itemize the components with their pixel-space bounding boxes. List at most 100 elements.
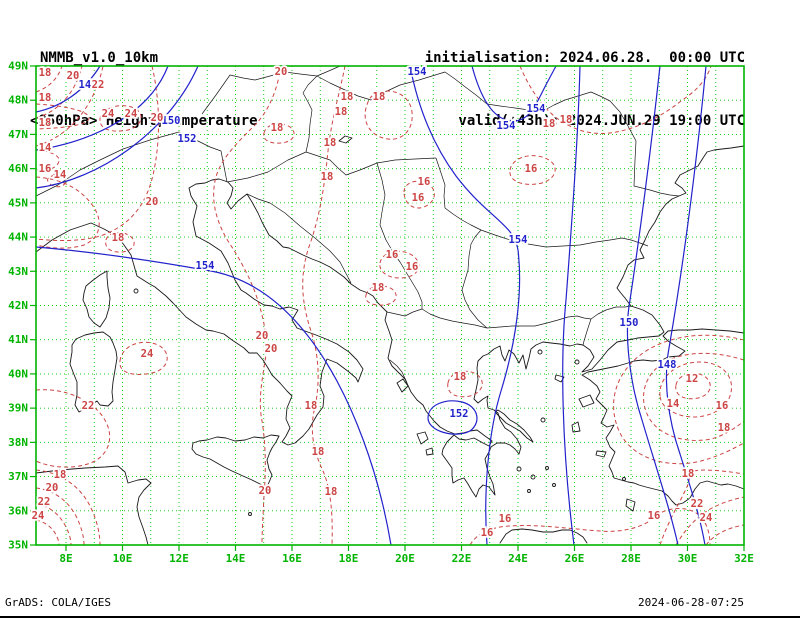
temp-contour-line: [705, 524, 745, 546]
temp-contour-label: 22: [691, 498, 704, 510]
temp-contour-label: 18: [325, 486, 338, 498]
lon-axis-label: 32E: [734, 552, 754, 565]
lat-axis-label: 36N: [8, 504, 28, 517]
temperature-contours: [35, 65, 745, 546]
temp-contour-label: 18: [718, 422, 731, 434]
temp-contour-line: [35, 103, 90, 130]
temp-contour-line: [643, 352, 745, 441]
lon-axis-label: 8E: [59, 552, 72, 565]
temp-contour-label: 18: [271, 122, 284, 134]
border-line: [316, 71, 488, 105]
island-cyclades-2: [530, 474, 536, 480]
temp-contour-label: 24: [32, 510, 45, 522]
height-contours: [35, 65, 707, 546]
height-contour-label: 150: [620, 317, 639, 329]
temp-contour-label: 16: [481, 527, 494, 539]
temp-contour-line: [675, 372, 711, 400]
height-contour-line: [35, 65, 199, 189]
temp-contour-label: 16: [406, 261, 419, 273]
border-line: [435, 157, 649, 248]
border-line: [201, 65, 341, 115]
temp-contour-label: 16: [412, 192, 425, 204]
temp-contour-label: 18: [335, 106, 348, 118]
temp-contour-line: [35, 65, 160, 242]
border-line: [226, 151, 307, 183]
border-line: [389, 359, 408, 384]
temp-contour-label: 16: [648, 510, 661, 522]
temp-contour-label: 18: [682, 468, 695, 480]
temp-contour-label: 14: [54, 169, 67, 181]
height-contour-line: [562, 65, 581, 546]
border-line: [486, 91, 680, 197]
temp-contour-line: [35, 487, 85, 546]
lat-axis-label: 47N: [8, 128, 28, 141]
temp-contour-label: 18: [312, 446, 325, 458]
temp-contour-label: 18: [39, 92, 52, 104]
map-frame: [35, 65, 745, 546]
lat-axis-label: 46N: [8, 162, 28, 175]
temp-contour-label: 18: [305, 400, 318, 412]
temp-contour-label: 20: [265, 343, 278, 355]
height-contour-line: [626, 65, 679, 546]
border-line: [386, 308, 423, 317]
temp-contour-line: [302, 65, 346, 546]
height-contour-line: [35, 65, 101, 113]
header-left: NMMB_v1.0_10km <850hPa> Height,Temperatu…: [30, 6, 258, 174]
temp-contour-label: 18: [373, 91, 386, 103]
temp-contour-label: 20: [67, 70, 80, 82]
temp-contour-label: 20: [275, 66, 288, 78]
temp-contour-label: 18: [372, 282, 385, 294]
lon-axis-label: 28E: [621, 552, 641, 565]
temp-contour-line: [613, 334, 745, 465]
temp-contour-label: 18: [321, 171, 334, 183]
height-contour-line: [409, 65, 521, 546]
temp-contour-line: [659, 361, 732, 418]
temp-contour-line: [35, 176, 100, 249]
coastlines: [35, 135, 745, 546]
temp-contour-line: [447, 370, 483, 398]
header-right: initialisation: 2024.06.28. 00:00 UTC va…: [425, 6, 745, 174]
coastline-sardinia: [69, 331, 118, 413]
temp-contour-line: [119, 341, 168, 375]
temp-contour-label: 18: [54, 469, 67, 481]
height-contour-label: 154: [408, 66, 427, 78]
coastline-sicily: [191, 434, 280, 488]
lon-axis-label: 24E: [508, 552, 528, 565]
temp-contour-line: [509, 155, 556, 185]
axis-labels: 49N 48N 47N 46N 45N 44N 43N 42N 41N 40N 39N 38N 37N 3…: [8, 60, 754, 566]
temp-contour-line: [35, 389, 110, 468]
grads-credit: GrADS: COLA/IGES: [5, 596, 111, 609]
lake-balaton: [338, 135, 353, 144]
coastline-anatolia: [581, 328, 745, 506]
height-contour-label: 154: [196, 260, 215, 272]
temp-contour-label: 18: [454, 371, 467, 383]
model-title: NMMB_v1.0_10km: [40, 50, 159, 66]
coastline-kefalonia: [416, 431, 429, 445]
coastline-tunisia: [35, 465, 152, 546]
island-cyclades-1: [516, 466, 522, 472]
border-line: [461, 229, 488, 329]
temp-contour-label: 20: [146, 196, 159, 208]
temp-contour-label: 18: [39, 67, 52, 79]
lat-axis-label: 39N: [8, 402, 28, 415]
height-contour-line: [35, 65, 169, 151]
coastline-zakynthos: [425, 447, 434, 456]
lat-axis-label: 44N: [8, 231, 28, 244]
lat-axis-label: 48N: [8, 94, 28, 107]
lon-axis-label: 18E: [339, 552, 359, 565]
temp-contour-label: 20: [46, 482, 59, 494]
header: NMMB_v1.0_10km <850hPa> Height,Temperatu…: [0, 6, 800, 174]
temp-contour-line: [35, 65, 83, 119]
temp-contour-label: 12: [686, 373, 699, 385]
lon-axis-label: 16E: [282, 552, 302, 565]
temp-contour-line: [469, 508, 711, 546]
island-cyclades-4: [552, 483, 556, 487]
temp-contour-line: [403, 180, 435, 209]
lat-axis-label: 45N: [8, 196, 28, 209]
height-contour-line: [427, 400, 478, 435]
coastline-corsica: [82, 270, 111, 328]
lat-lon-grid: [36, 66, 744, 545]
lon-axis-label: 26E: [565, 552, 585, 565]
lon-axis-label: 30E: [678, 552, 698, 565]
